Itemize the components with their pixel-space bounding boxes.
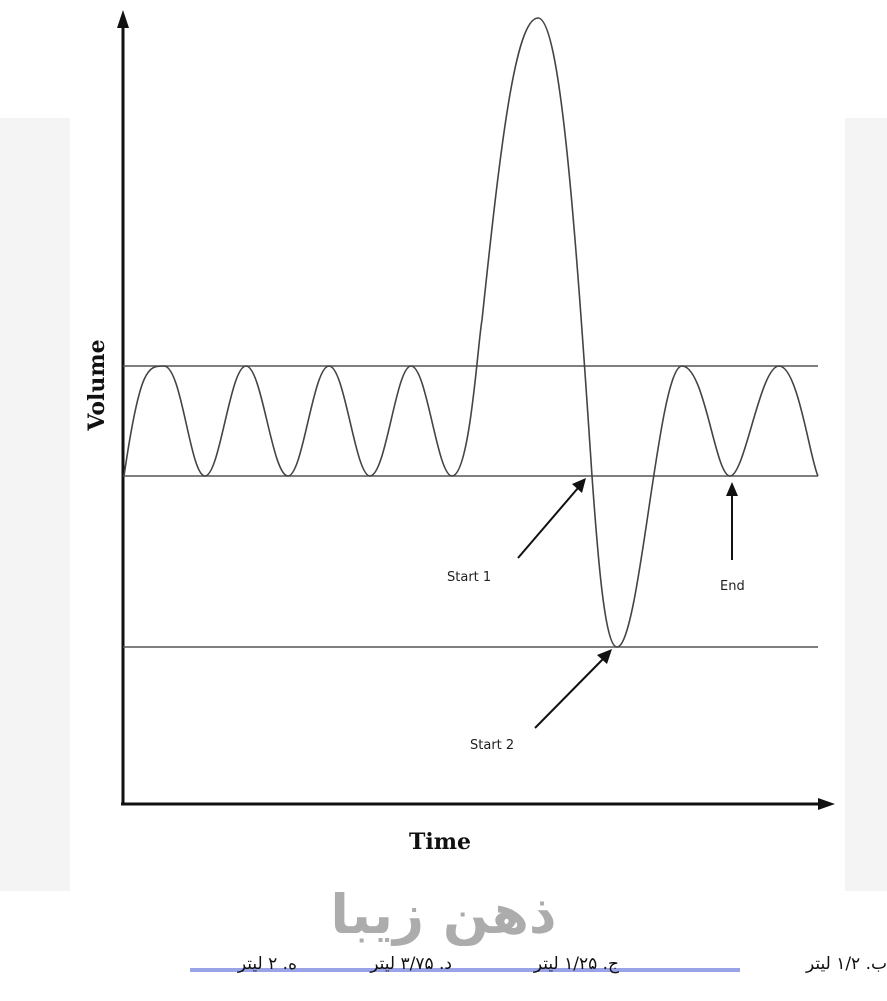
y-axis-arrow [117, 10, 129, 28]
x-axis-arrow [818, 798, 835, 810]
start2-arrow [534, 649, 612, 729]
start2-label: Start 2 [470, 738, 514, 753]
y-axis-label: Volume [84, 339, 110, 431]
option-e: ه. ۲ لیتر [237, 954, 297, 974]
volume-curve [123, 17, 819, 648]
option-d: د. ۳/۷۵ لیتر [370, 954, 452, 974]
x-axis-label: Time [409, 829, 471, 855]
highlight-underline [190, 968, 740, 972]
watermark-logo: ذهن زیبا [330, 883, 557, 946]
start1-label: Start 1 [447, 570, 491, 585]
start1-arrow [517, 478, 586, 559]
end-arrow [726, 482, 738, 560]
option-c: ج. ۱/۲۵ لیتر [533, 954, 619, 974]
plot-area [70, 118, 845, 891]
end-label: End [720, 579, 745, 594]
option-b: ب. ۱/۲ لیتر [805, 954, 887, 974]
